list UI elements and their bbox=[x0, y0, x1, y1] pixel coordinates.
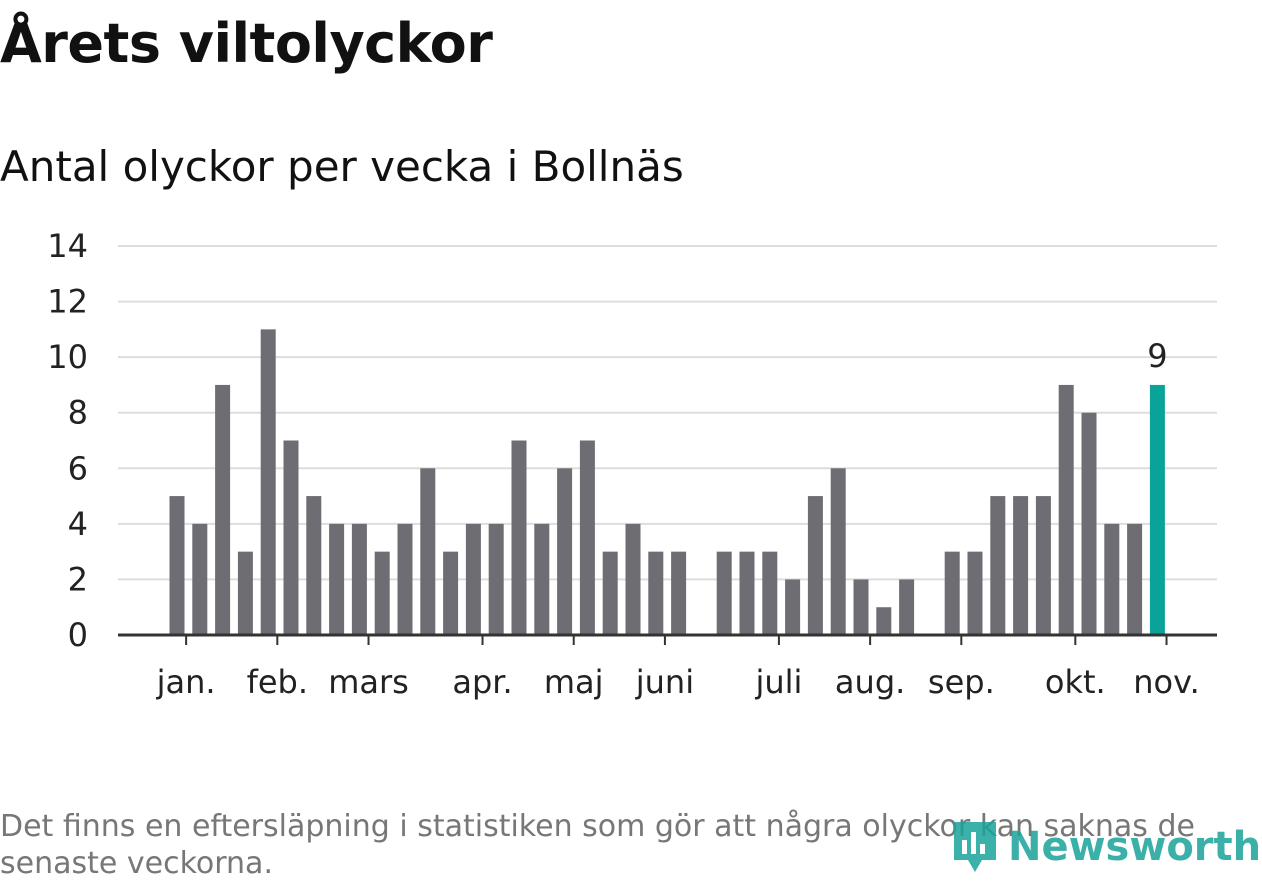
newsworthy-logo: Newsworthy bbox=[950, 816, 1262, 878]
x-tick-label: aug. bbox=[835, 663, 905, 700]
bar-chart: 0 2 4 6 8 10 12 14 jan. feb. mars apr. maj juni juli a… bbox=[47, 227, 1217, 700]
chart-title: Årets viltolyckor bbox=[0, 12, 493, 75]
bar bbox=[1058, 384, 1074, 635]
brand-name: Newsworthy bbox=[1008, 824, 1262, 870]
y-tick-label: 10 bbox=[47, 338, 88, 376]
x-tick-label: jan. bbox=[156, 663, 216, 700]
bar bbox=[169, 496, 185, 635]
y-tick-label: 4 bbox=[68, 505, 88, 543]
x-tick-label: juli bbox=[754, 663, 802, 700]
y-axis-ticks: 0 2 4 6 8 10 12 14 bbox=[47, 227, 88, 654]
bar bbox=[215, 384, 231, 635]
bar bbox=[283, 440, 299, 635]
bar bbox=[237, 551, 253, 635]
gridlines bbox=[118, 245, 1217, 581]
newsworthy-logo-icon bbox=[954, 822, 996, 872]
bar bbox=[1104, 523, 1120, 635]
x-tick-label: okt. bbox=[1045, 663, 1106, 700]
bar bbox=[830, 468, 846, 635]
chart-subtitle: Antal olyckor per vecka i Bollnäs bbox=[0, 142, 684, 191]
bar bbox=[739, 551, 755, 635]
y-tick-label: 12 bbox=[47, 283, 88, 321]
bar bbox=[602, 551, 618, 635]
highlight-value-label: 9 bbox=[1147, 337, 1167, 375]
y-tick-label: 0 bbox=[68, 616, 88, 654]
bar bbox=[876, 607, 892, 635]
x-tick-label: sep. bbox=[928, 663, 995, 700]
bar bbox=[944, 551, 960, 635]
bar bbox=[899, 579, 915, 635]
x-tick-label: feb. bbox=[247, 663, 308, 700]
bars bbox=[169, 329, 1165, 635]
x-axis-ticks: jan. feb. mars apr. maj juni juli aug. sep. okt. n… bbox=[156, 635, 1200, 700]
bar bbox=[420, 468, 436, 635]
bar bbox=[397, 523, 413, 635]
bar bbox=[192, 523, 208, 635]
bar bbox=[648, 551, 664, 635]
bar bbox=[534, 523, 550, 635]
bar bbox=[807, 496, 823, 635]
bar bbox=[671, 551, 687, 635]
bar bbox=[374, 551, 390, 635]
bar bbox=[853, 579, 869, 635]
bar bbox=[557, 468, 573, 635]
y-tick-label: 14 bbox=[47, 227, 88, 265]
bar bbox=[1035, 496, 1051, 635]
y-tick-label: 8 bbox=[68, 394, 88, 432]
bar bbox=[1013, 496, 1029, 635]
bar bbox=[443, 551, 459, 635]
bar bbox=[306, 496, 322, 635]
bar bbox=[351, 523, 367, 635]
x-tick-label: maj bbox=[544, 663, 604, 700]
y-tick-label: 2 bbox=[68, 560, 88, 598]
x-tick-label: apr. bbox=[452, 663, 512, 700]
bar bbox=[465, 523, 481, 635]
bar bbox=[579, 440, 595, 635]
bar bbox=[990, 496, 1006, 635]
bar bbox=[625, 523, 641, 635]
x-tick-label: nov. bbox=[1133, 663, 1199, 700]
bar bbox=[1127, 523, 1143, 635]
bar bbox=[1081, 412, 1097, 635]
x-tick-label: mars bbox=[328, 663, 409, 700]
bar bbox=[762, 551, 778, 635]
bar bbox=[716, 551, 732, 635]
bar bbox=[785, 579, 801, 635]
bar-highlight bbox=[1149, 384, 1165, 635]
data-labels: 9 bbox=[1147, 337, 1167, 375]
y-tick-label: 6 bbox=[68, 449, 88, 487]
bar bbox=[329, 523, 345, 635]
bar bbox=[967, 551, 983, 635]
bar bbox=[488, 523, 504, 635]
bar bbox=[260, 329, 276, 635]
x-tick-label: juni bbox=[635, 663, 694, 700]
bar bbox=[511, 440, 527, 635]
